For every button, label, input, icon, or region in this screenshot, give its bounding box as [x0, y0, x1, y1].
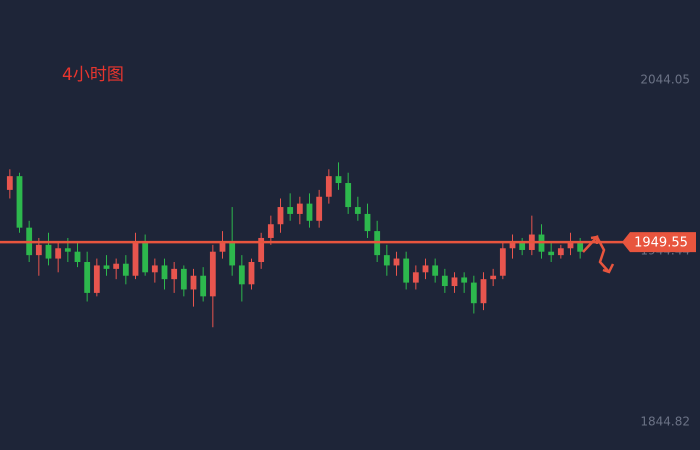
- annotation-arrow: [582, 234, 610, 273]
- candle-body: [567, 241, 574, 249]
- candle-body: [142, 241, 149, 273]
- y-tick-label: 1844.82: [640, 414, 690, 428]
- candle-body: [393, 258, 400, 266]
- candle-body: [557, 248, 564, 256]
- candle-body: [103, 265, 110, 269]
- candle-body: [277, 207, 284, 225]
- candle-body: [403, 258, 410, 283]
- y-tick-label: 2044.05: [640, 72, 690, 86]
- candle-body: [229, 241, 236, 266]
- candle-body: [93, 265, 100, 293]
- candle-body: [470, 282, 477, 304]
- candle-body: [548, 251, 555, 256]
- candle-body: [296, 203, 303, 214]
- candle-body: [441, 275, 448, 287]
- candle-body: [132, 241, 139, 276]
- candle-body: [122, 263, 129, 276]
- candle-body: [316, 196, 323, 221]
- candle-body: [200, 275, 207, 297]
- candle-body: [45, 244, 52, 259]
- candle-body: [364, 213, 371, 232]
- arrow-head: [602, 263, 615, 274]
- candle-body: [55, 248, 62, 259]
- candle-body: [267, 224, 274, 238]
- candle-body: [335, 176, 342, 184]
- candle-body: [238, 265, 245, 285]
- candle-body: [432, 265, 439, 276]
- candle-body: [354, 207, 361, 214]
- candle-body: [248, 261, 255, 285]
- candle-body: [180, 268, 187, 290]
- candle-body: [383, 255, 390, 266]
- candle-body: [219, 241, 226, 252]
- candle-body: [35, 244, 42, 256]
- candle-body: [64, 248, 71, 252]
- candle-body: [461, 277, 468, 283]
- candle-body: [490, 275, 497, 280]
- candle-body: [151, 265, 158, 273]
- candle-body: [113, 263, 120, 269]
- candle-body: [16, 176, 23, 228]
- candle-body: [499, 248, 506, 276]
- candle-body: [412, 272, 419, 283]
- candle-body: [422, 265, 429, 273]
- candle-body: [480, 279, 487, 304]
- candle-body: [6, 176, 13, 190]
- candle-body: [74, 251, 81, 262]
- candle-body: [171, 268, 178, 280]
- candle-body: [209, 251, 216, 297]
- candle-body: [345, 183, 352, 208]
- candle-body: [509, 241, 516, 249]
- chart-title: 4小时图: [62, 65, 124, 85]
- level-badge: [622, 232, 696, 253]
- candle-body: [190, 275, 197, 290]
- candle-body: [287, 207, 294, 214]
- candle-body: [451, 277, 458, 287]
- candle-body: [161, 265, 168, 280]
- candle-body: [519, 241, 526, 250]
- candle-body: [84, 261, 91, 293]
- arrow-head: [590, 235, 599, 244]
- candle-body: [577, 241, 584, 252]
- level-label: 1949.55: [634, 236, 688, 251]
- candle-body: [258, 237, 265, 262]
- candle-body: [306, 203, 313, 221]
- candle-body: [325, 176, 332, 197]
